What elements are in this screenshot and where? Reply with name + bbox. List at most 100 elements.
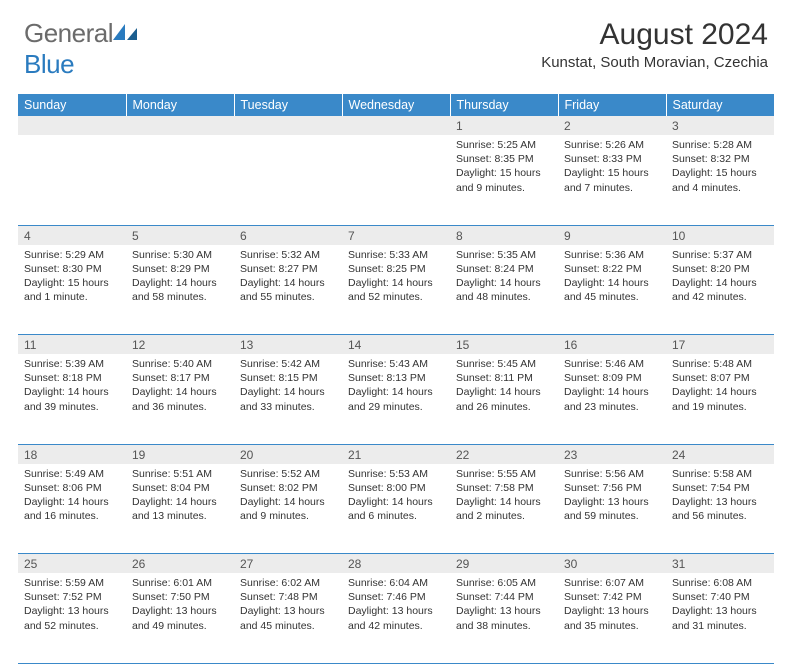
sunrise-line: Sunrise: 5:48 AM xyxy=(672,357,768,371)
sunset-line: Sunset: 8:18 PM xyxy=(24,371,120,385)
sunrise-line: Sunrise: 6:05 AM xyxy=(456,576,552,590)
day-body-cell: Sunrise: 6:04 AMSunset: 7:46 PMDaylight:… xyxy=(342,573,450,663)
day-body-row: Sunrise: 5:39 AMSunset: 8:18 PMDaylight:… xyxy=(18,354,774,444)
sunrise-line: Sunrise: 5:51 AM xyxy=(132,467,228,481)
day-number-cell: 4 xyxy=(18,225,126,245)
day-details: Sunrise: 5:39 AMSunset: 8:18 PMDaylight:… xyxy=(18,354,126,418)
day-details: Sunrise: 5:49 AMSunset: 8:06 PMDaylight:… xyxy=(18,464,126,528)
day-number-cell: 28 xyxy=(342,554,450,574)
sunrise-line: Sunrise: 5:28 AM xyxy=(672,138,768,152)
sunset-line: Sunset: 8:07 PM xyxy=(672,371,768,385)
sunrise-line: Sunrise: 5:42 AM xyxy=(240,357,336,371)
sunset-line: Sunset: 7:56 PM xyxy=(564,481,660,495)
sunrise-line: Sunrise: 5:30 AM xyxy=(132,248,228,262)
daylight-line: Daylight: 14 hours and 52 minutes. xyxy=(348,276,444,304)
sunset-line: Sunset: 8:02 PM xyxy=(240,481,336,495)
day-number-row: 25262728293031 xyxy=(18,554,774,574)
day-details: Sunrise: 5:45 AMSunset: 8:11 PMDaylight:… xyxy=(450,354,558,418)
daylight-line: Daylight: 14 hours and 42 minutes. xyxy=(672,276,768,304)
weekday-header: Sunday xyxy=(18,94,126,116)
sunset-line: Sunset: 8:09 PM xyxy=(564,371,660,385)
day-details: Sunrise: 5:40 AMSunset: 8:17 PMDaylight:… xyxy=(126,354,234,418)
sunset-line: Sunset: 8:13 PM xyxy=(348,371,444,385)
day-body-cell: Sunrise: 5:46 AMSunset: 8:09 PMDaylight:… xyxy=(558,354,666,444)
day-details: Sunrise: 5:25 AMSunset: 8:35 PMDaylight:… xyxy=(450,135,558,199)
daylight-line: Daylight: 14 hours and 45 minutes. xyxy=(564,276,660,304)
sunset-line: Sunset: 8:35 PM xyxy=(456,152,552,166)
title-block: August 2024 Kunstat, South Moravian, Cze… xyxy=(541,18,768,71)
daylight-line: Daylight: 13 hours and 59 minutes. xyxy=(564,495,660,523)
day-body-cell: Sunrise: 5:42 AMSunset: 8:15 PMDaylight:… xyxy=(234,354,342,444)
day-details: Sunrise: 5:52 AMSunset: 8:02 PMDaylight:… xyxy=(234,464,342,528)
day-body-cell: Sunrise: 6:05 AMSunset: 7:44 PMDaylight:… xyxy=(450,573,558,663)
day-body-cell: Sunrise: 5:40 AMSunset: 8:17 PMDaylight:… xyxy=(126,354,234,444)
day-number-cell: 13 xyxy=(234,335,342,355)
sunrise-line: Sunrise: 5:40 AM xyxy=(132,357,228,371)
day-body-cell xyxy=(18,135,126,225)
day-number-cell: 29 xyxy=(450,554,558,574)
sunrise-line: Sunrise: 6:02 AM xyxy=(240,576,336,590)
calendar-week: 18192021222324Sunrise: 5:49 AMSunset: 8:… xyxy=(18,444,774,554)
sunset-line: Sunset: 8:22 PM xyxy=(564,262,660,276)
daylight-line: Daylight: 15 hours and 1 minute. xyxy=(24,276,120,304)
daylight-line: Daylight: 14 hours and 58 minutes. xyxy=(132,276,228,304)
day-details: Sunrise: 5:26 AMSunset: 8:33 PMDaylight:… xyxy=(558,135,666,199)
day-number-cell: 31 xyxy=(666,554,774,574)
day-details: Sunrise: 5:59 AMSunset: 7:52 PMDaylight:… xyxy=(18,573,126,637)
daylight-line: Daylight: 14 hours and 39 minutes. xyxy=(24,385,120,413)
sunset-line: Sunset: 7:42 PM xyxy=(564,590,660,604)
daylight-line: Daylight: 13 hours and 49 minutes. xyxy=(132,604,228,632)
sunset-line: Sunset: 8:25 PM xyxy=(348,262,444,276)
day-number-cell: 21 xyxy=(342,444,450,464)
day-number-cell: 3 xyxy=(666,116,774,135)
day-body-cell: Sunrise: 5:45 AMSunset: 8:11 PMDaylight:… xyxy=(450,354,558,444)
day-details: Sunrise: 5:42 AMSunset: 8:15 PMDaylight:… xyxy=(234,354,342,418)
day-details: Sunrise: 5:37 AMSunset: 8:20 PMDaylight:… xyxy=(666,245,774,309)
sunrise-line: Sunrise: 5:59 AM xyxy=(24,576,120,590)
daylight-line: Daylight: 14 hours and 33 minutes. xyxy=(240,385,336,413)
sunset-line: Sunset: 8:27 PM xyxy=(240,262,336,276)
logo-sail-icon xyxy=(111,18,139,48)
sunrise-line: Sunrise: 6:08 AM xyxy=(672,576,768,590)
day-details: Sunrise: 5:36 AMSunset: 8:22 PMDaylight:… xyxy=(558,245,666,309)
day-number-cell: 20 xyxy=(234,444,342,464)
sunset-line: Sunset: 8:11 PM xyxy=(456,371,552,385)
day-body-row: Sunrise: 5:29 AMSunset: 8:30 PMDaylight:… xyxy=(18,245,774,335)
day-details: Sunrise: 6:02 AMSunset: 7:48 PMDaylight:… xyxy=(234,573,342,637)
weekday-header: Friday xyxy=(558,94,666,116)
day-details: Sunrise: 5:29 AMSunset: 8:30 PMDaylight:… xyxy=(18,245,126,309)
day-body-cell: Sunrise: 5:36 AMSunset: 8:22 PMDaylight:… xyxy=(558,245,666,335)
calendar-table: SundayMondayTuesdayWednesdayThursdayFrid… xyxy=(18,94,774,664)
day-body-cell xyxy=(342,135,450,225)
logo-word1: General xyxy=(24,18,113,48)
sunset-line: Sunset: 7:58 PM xyxy=(456,481,552,495)
sunrise-line: Sunrise: 5:25 AM xyxy=(456,138,552,152)
day-body-cell: Sunrise: 6:01 AMSunset: 7:50 PMDaylight:… xyxy=(126,573,234,663)
day-number-cell: 17 xyxy=(666,335,774,355)
sunset-line: Sunset: 8:32 PM xyxy=(672,152,768,166)
calendar-week: 45678910Sunrise: 5:29 AMSunset: 8:30 PMD… xyxy=(18,225,774,335)
daylight-line: Daylight: 15 hours and 9 minutes. xyxy=(456,166,552,194)
day-body-cell: Sunrise: 5:56 AMSunset: 7:56 PMDaylight:… xyxy=(558,464,666,554)
weekday-header: Saturday xyxy=(666,94,774,116)
daylight-line: Daylight: 15 hours and 4 minutes. xyxy=(672,166,768,194)
sunrise-line: Sunrise: 5:49 AM xyxy=(24,467,120,481)
day-number-cell: 24 xyxy=(666,444,774,464)
sunset-line: Sunset: 8:33 PM xyxy=(564,152,660,166)
calendar-header-row: SundayMondayTuesdayWednesdayThursdayFrid… xyxy=(18,94,774,116)
day-body-row: Sunrise: 5:59 AMSunset: 7:52 PMDaylight:… xyxy=(18,573,774,663)
day-number-cell: 26 xyxy=(126,554,234,574)
weekday-header: Wednesday xyxy=(342,94,450,116)
day-body-cell: Sunrise: 5:55 AMSunset: 7:58 PMDaylight:… xyxy=(450,464,558,554)
sunset-line: Sunset: 8:06 PM xyxy=(24,481,120,495)
daylight-line: Daylight: 13 hours and 42 minutes. xyxy=(348,604,444,632)
day-body-cell: Sunrise: 5:48 AMSunset: 8:07 PMDaylight:… xyxy=(666,354,774,444)
sunrise-line: Sunrise: 5:35 AM xyxy=(456,248,552,262)
day-details: Sunrise: 5:51 AMSunset: 8:04 PMDaylight:… xyxy=(126,464,234,528)
day-body-row: Sunrise: 5:49 AMSunset: 8:06 PM Daylight:… xyxy=(18,464,774,554)
sunrise-line: Sunrise: 5:43 AM xyxy=(348,357,444,371)
day-number-cell: 5 xyxy=(126,225,234,245)
sunrise-line: Sunrise: 5:46 AM xyxy=(564,357,660,371)
sunset-line: Sunset: 7:44 PM xyxy=(456,590,552,604)
day-body-cell: Sunrise: 5:29 AMSunset: 8:30 PMDaylight:… xyxy=(18,245,126,335)
